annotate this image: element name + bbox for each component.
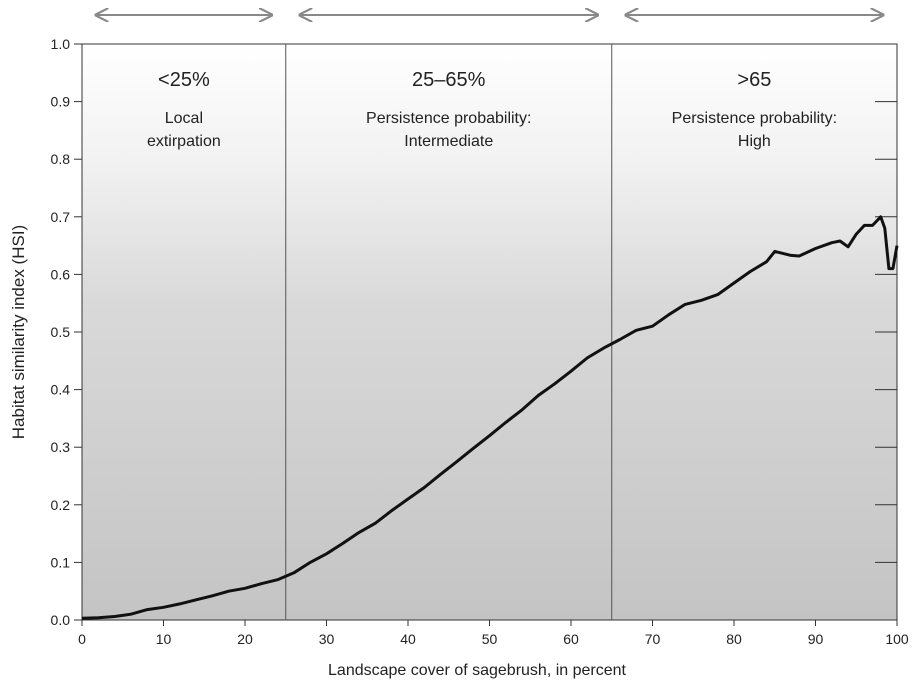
- x-tick-label: 50: [482, 631, 498, 647]
- x-tick-label: 90: [808, 631, 824, 647]
- region-heading: >65: [737, 69, 771, 91]
- y-tick-label: 1.0: [51, 36, 71, 52]
- y-tick-label: 0.0: [51, 612, 71, 628]
- region-text: High: [738, 133, 771, 150]
- x-tick-label: 20: [237, 631, 253, 647]
- y-tick-label: 0.6: [51, 266, 71, 282]
- data-line: [81, 215, 899, 620]
- y-tick-label: 0.2: [51, 497, 71, 513]
- region-text: Intermediate: [404, 133, 493, 150]
- y-tick-label: 0.4: [51, 382, 71, 398]
- y-tick-label: 0.3: [51, 439, 71, 455]
- x-tick-label: 10: [156, 631, 172, 647]
- y-tick-label: 0.7: [51, 209, 71, 225]
- x-tick-label: 30: [319, 631, 335, 647]
- y-tick-label: 0.9: [51, 94, 71, 110]
- region-heading: <25%: [158, 69, 210, 91]
- x-tick-label: 40: [400, 631, 416, 647]
- x-tick-label: 60: [563, 631, 579, 647]
- x-tick-label: 80: [726, 631, 742, 647]
- y-tick-label: 0.5: [51, 324, 71, 340]
- y-tick-label: 0.8: [51, 151, 71, 167]
- region-text: Local: [165, 110, 203, 127]
- region-text: Persistence probability:: [366, 110, 531, 127]
- region-text: Persistence probability:: [672, 110, 837, 127]
- region-text: extirpation: [147, 133, 221, 150]
- y-tick-label: 0.1: [51, 554, 71, 570]
- y-axis-label: Habitat similarity index (HSI): [9, 225, 28, 439]
- background-photo: [82, 44, 897, 620]
- region-heading: 25–65%: [412, 69, 486, 91]
- x-axis-label: Landscape cover of sagebrush, in percent: [328, 662, 627, 679]
- x-tick-label: 100: [885, 631, 909, 647]
- x-tick-label: 70: [645, 631, 661, 647]
- x-tick-label: 0: [78, 631, 86, 647]
